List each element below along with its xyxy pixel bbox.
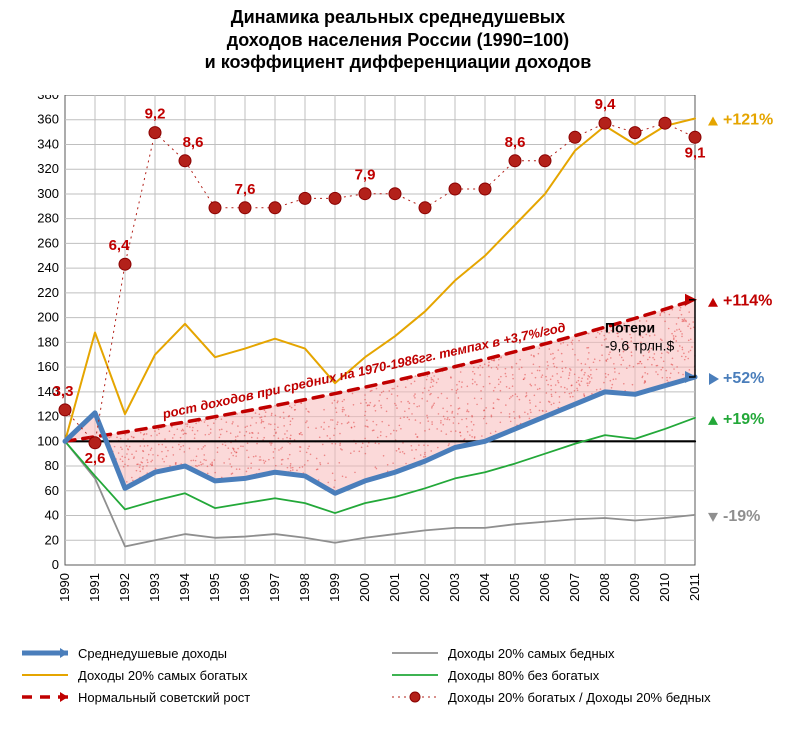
svg-text:1995: 1995: [207, 573, 222, 602]
svg-text:2010: 2010: [657, 573, 672, 602]
legend-label: Среднедушевые доходы: [78, 646, 227, 661]
legend: Среднедушевые доходы Доходы 20% самых бед…: [20, 645, 776, 711]
svg-text:160: 160: [37, 359, 59, 374]
svg-text:1998: 1998: [297, 573, 312, 602]
svg-text:7,6: 7,6: [235, 181, 256, 198]
legend-item: Доходы 80% без богатых: [390, 667, 760, 683]
svg-text:60: 60: [45, 483, 59, 498]
svg-text:8,6: 8,6: [505, 134, 526, 151]
svg-text:+52%: +52%: [723, 370, 764, 387]
svg-text:2009: 2009: [627, 573, 642, 602]
svg-text:260: 260: [37, 235, 59, 250]
svg-text:2000: 2000: [357, 573, 372, 602]
svg-text:7,9: 7,9: [355, 167, 376, 184]
svg-text:6,4: 6,4: [109, 237, 131, 254]
svg-text:180: 180: [37, 334, 59, 349]
svg-text:2001: 2001: [387, 573, 402, 602]
svg-text:1992: 1992: [117, 573, 132, 602]
svg-text:240: 240: [37, 260, 59, 275]
svg-text:2011: 2011: [687, 573, 702, 601]
svg-text:1990: 1990: [57, 573, 72, 602]
svg-text:1994: 1994: [177, 573, 192, 602]
svg-text:9,2: 9,2: [145, 106, 166, 123]
svg-text:2,6: 2,6: [85, 450, 106, 467]
chart-area: 0204060801001201401601802002202402602803…: [20, 95, 776, 635]
svg-text:8,6: 8,6: [183, 134, 204, 151]
legend-swatch: [390, 667, 440, 683]
title-line-3: и коэффициент дифференциации доходов: [0, 51, 796, 74]
legend-label: Доходы 80% без богатых: [448, 668, 599, 683]
svg-text:-19%: -19%: [723, 508, 760, 525]
svg-text:9,4: 9,4: [595, 96, 617, 113]
svg-text:300: 300: [37, 186, 59, 201]
legend-label: Доходы 20% богатых / Доходы 20% бедных: [448, 690, 711, 705]
svg-text:+19%: +19%: [723, 411, 764, 428]
svg-text:220: 220: [37, 285, 59, 300]
svg-text:2007: 2007: [567, 573, 582, 602]
svg-text:20: 20: [45, 532, 59, 547]
svg-text:2003: 2003: [447, 573, 462, 602]
svg-text:380: 380: [37, 95, 59, 102]
svg-text:320: 320: [37, 161, 59, 176]
legend-swatch: [20, 689, 70, 705]
svg-text:200: 200: [37, 310, 59, 325]
svg-text:2002: 2002: [417, 573, 432, 602]
svg-text:100: 100: [37, 433, 59, 448]
svg-text:2004: 2004: [477, 573, 492, 602]
svg-text:1993: 1993: [147, 573, 162, 602]
svg-text:-9,6 трлн.$: -9,6 трлн.$: [605, 337, 675, 353]
svg-text:1996: 1996: [237, 573, 252, 602]
legend-item: Доходы 20% самых богатых: [20, 667, 390, 683]
svg-text:9,1: 9,1: [685, 144, 706, 161]
svg-text:40: 40: [45, 508, 59, 523]
svg-text:360: 360: [37, 112, 59, 127]
title-line-2: доходов населения России (1990=100): [0, 29, 796, 52]
legend-swatch: [20, 645, 70, 661]
svg-text:Потери: Потери: [605, 319, 655, 335]
svg-text:2008: 2008: [597, 573, 612, 602]
legend-item: Среднедушевые доходы: [20, 645, 390, 661]
legend-item: Доходы 20% богатых / Доходы 20% бедных: [390, 689, 760, 705]
svg-text:80: 80: [45, 458, 59, 473]
svg-text:+121%: +121%: [723, 112, 773, 129]
legend-item: Нормальный советский рост: [20, 689, 390, 705]
legend-swatch: [20, 667, 70, 683]
svg-text:120: 120: [37, 409, 59, 424]
svg-text:340: 340: [37, 136, 59, 151]
svg-text:2005: 2005: [507, 573, 522, 602]
svg-text:280: 280: [37, 211, 59, 226]
legend-label: Доходы 20% самых богатых: [78, 668, 248, 683]
svg-text:3,3: 3,3: [53, 383, 74, 400]
legend-label: Нормальный советский рост: [78, 690, 250, 705]
svg-text:+114%: +114%: [723, 293, 772, 310]
legend-item: Доходы 20% самых бедных: [390, 645, 760, 661]
legend-swatch: [390, 645, 440, 661]
title-line-1: Динамика реальных среднедушевых: [0, 6, 796, 29]
svg-text:1997: 1997: [267, 573, 282, 602]
legend-label: Доходы 20% самых бедных: [448, 646, 614, 661]
svg-text:1991: 1991: [87, 573, 102, 602]
legend-swatch: [390, 689, 440, 705]
svg-text:1999: 1999: [327, 573, 342, 602]
chart-title: Динамика реальных среднедушевых доходов …: [0, 6, 796, 74]
svg-text:2006: 2006: [537, 573, 552, 602]
svg-text:0: 0: [52, 557, 59, 572]
